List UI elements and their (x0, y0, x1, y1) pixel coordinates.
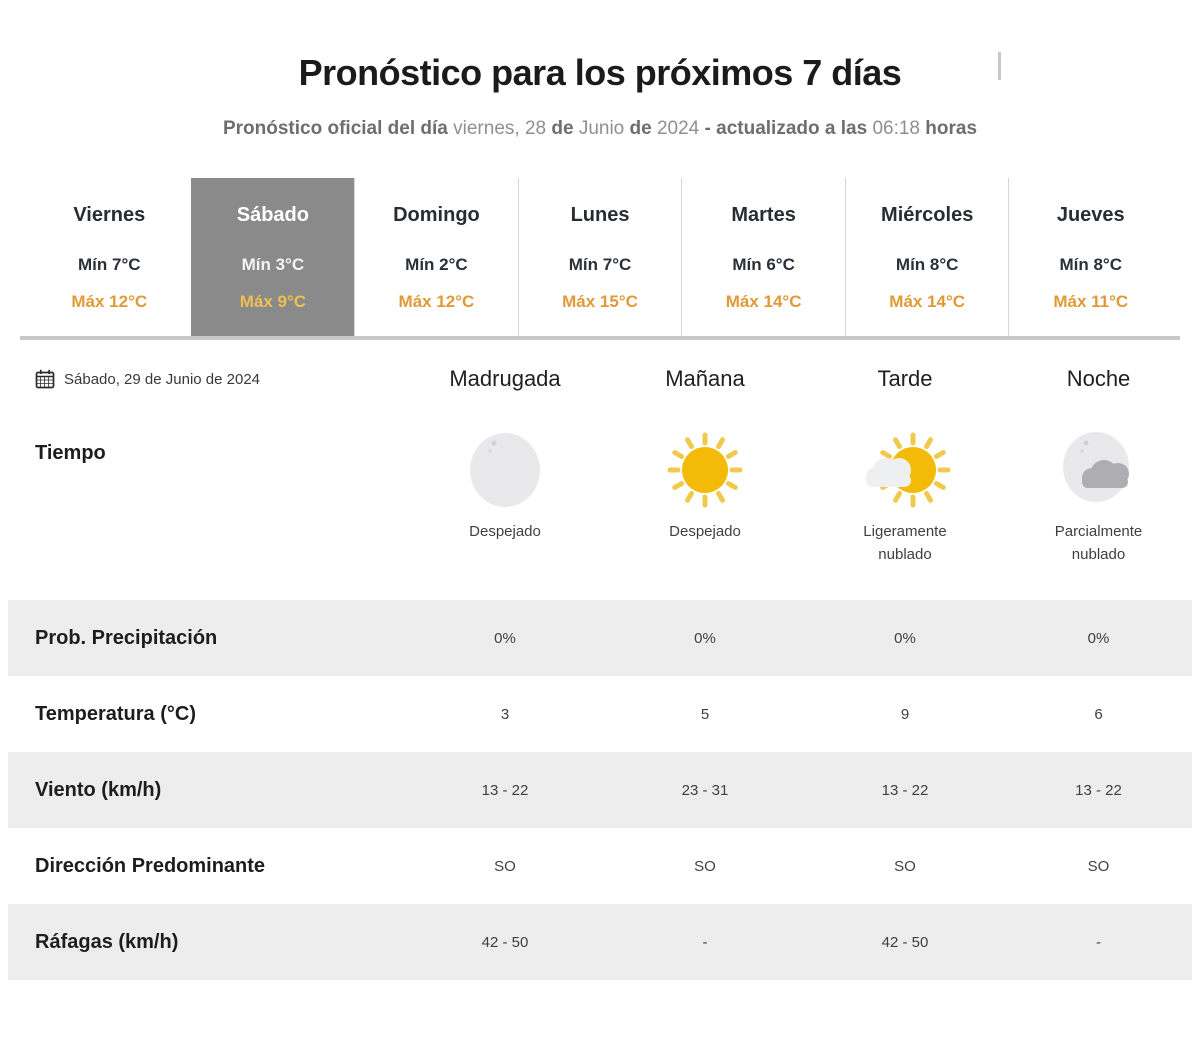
day-tab-miercoles[interactable]: Miércoles Mín 8°C Máx 14°C (844, 178, 1009, 336)
cell-value: 0% (694, 629, 716, 647)
selected-date: Sábado, 29 de Junio de 2024 (8, 369, 405, 389)
subtitle-segment: de (551, 118, 579, 139)
cell-value: 6 (1094, 705, 1103, 723)
row-label: Viento (km/h) (35, 778, 162, 801)
day-name: Sábado (236, 204, 309, 226)
day-min-temp: Mín 2°C (405, 255, 468, 274)
sun-cloud-icon (866, 432, 951, 508)
cell-value: 0% (494, 629, 516, 647)
cell-value: 13 - 22 (881, 781, 929, 799)
subtitle-segment: de (629, 118, 657, 139)
weather-cell-manana: Despejado (605, 404, 805, 543)
cell-value: 42 - 50 (881, 933, 929, 951)
table-row-rafagas: Ráfagas (km/h) 42 - 50 - 42 - 50 - (8, 904, 1192, 980)
table-row-viento: Viento (km/h) 13 - 22 23 - 31 13 - 22 13… (8, 752, 1192, 828)
weather-caption: Despejado (469, 523, 541, 540)
column-header-tarde: Tarde (877, 366, 933, 391)
moon-cloud-icon (1062, 432, 1129, 502)
day-tab-bar: Viernes Mín 7°C Máx 12°C Sábado Mín 3°C … (28, 178, 1172, 336)
day-tab-domingo[interactable]: Domingo Mín 2°C Máx 12°C (354, 178, 518, 336)
cell-value: - (702, 933, 708, 951)
day-max-temp: Máx 11°C (1053, 292, 1129, 311)
cell-value: 0% (1087, 629, 1110, 647)
weather-caption: Parcialmente nublado (1054, 523, 1143, 564)
subtitle-segment: Pronóstico oficial del día (222, 118, 454, 139)
cell-value: SO (694, 857, 716, 875)
day-tab-lunes[interactable]: Lunes Mín 7°C Máx 15°C (517, 178, 682, 336)
page-title: Pronóstico para los próximos 7 días (298, 52, 902, 93)
cell-value: SO (494, 857, 516, 875)
table-row-direccion: Dirección Predominante SO SO SO SO (8, 828, 1192, 904)
calendar-icon (35, 369, 55, 389)
cell-value: 3 (500, 705, 510, 723)
day-tab-jueves[interactable]: Jueves Mín 8°C Máx 11°C (1008, 178, 1172, 336)
cell-value: SO (894, 857, 916, 875)
column-header-noche: Noche (1066, 366, 1131, 391)
column-header-madrugada: Madrugada (449, 366, 561, 391)
day-max-temp: Máx 15°C (562, 292, 638, 311)
weather-cell-tarde: Ligeramente nublado (805, 404, 1005, 567)
table-row-precipitacion: Prob. Precipitación 0% 0% 0% 0% (8, 600, 1192, 676)
selected-date-label: Sábado, 29 de Junio de 2024 (64, 370, 261, 388)
day-max-temp: Máx 9°C (239, 292, 307, 311)
cell-value: 23 - 31 (681, 781, 729, 799)
row-label: Dirección Predominante (35, 854, 266, 877)
weather-cell-noche: Parcialmente nublado (1005, 404, 1192, 567)
cell-value: SO (1087, 857, 1110, 875)
subtitle-segment: - actualizado a las (704, 118, 873, 139)
column-header-manana: Mañana (665, 366, 745, 391)
day-name: Viernes (73, 204, 146, 226)
top-divider-tick (998, 52, 1001, 80)
weather-cell-madrugada: Despejado (405, 404, 605, 543)
day-tab-viernes[interactable]: Viernes Mín 7°C Máx 12°C (28, 178, 191, 336)
cell-value: 42 - 50 (481, 933, 529, 951)
cell-value: 13 - 22 (481, 781, 529, 799)
day-min-temp: Mín 8°C (1059, 255, 1123, 274)
cell-value: - (1096, 933, 1101, 951)
day-min-temp: Mín 6°C (732, 255, 795, 274)
day-name: Domingo (393, 204, 480, 226)
subtitle-segment: horas (925, 118, 978, 139)
cell-value: 5 (700, 705, 710, 723)
day-tab-sabado-selected[interactable]: Sábado Mín 3°C Máx 9°C (190, 178, 355, 336)
subtitle-segment: viernes, 28 (453, 118, 552, 139)
detail-header-row: Sábado, 29 de Junio de 2024 Madrugada Ma… (8, 354, 1192, 404)
moon-icon (470, 433, 540, 507)
day-max-temp: Máx 12°C (71, 292, 148, 311)
forecast-subtitle: Pronóstico oficial del día viernes, 28 d… (0, 118, 1200, 140)
day-tab-martes[interactable]: Martes Mín 6°C Máx 14°C (681, 178, 845, 336)
day-max-temp: Máx 14°C (725, 292, 802, 311)
row-label: Ráfagas (km/h) (35, 930, 179, 953)
day-name: Martes (731, 204, 796, 226)
day-min-temp: Mín 3°C (241, 255, 305, 274)
day-max-temp: Máx 12°C (398, 292, 475, 311)
cell-value: 0% (894, 629, 916, 647)
day-name: Lunes (570, 204, 630, 226)
day-min-temp: Mín 7°C (568, 255, 632, 274)
subtitle-segment: 2024 (656, 118, 705, 139)
row-label: Prob. Precipitación (35, 626, 218, 649)
weather-row: Tiempo Despejado Despejado (8, 404, 1192, 600)
table-row-temperatura: Temperatura (°C) 3 5 9 6 (8, 676, 1192, 752)
day-min-temp: Mín 8°C (895, 255, 959, 274)
day-name: Miércoles (881, 204, 974, 226)
day-name: Jueves (1056, 204, 1125, 226)
day-min-temp: Mín 7°C (78, 255, 141, 274)
subtitle-segment: 06:18 (872, 118, 926, 139)
weather-caption: Ligeramente nublado (863, 523, 947, 564)
day-max-temp: Máx 14°C (889, 292, 966, 311)
weather-caption: Despejado (669, 523, 741, 540)
row-label-tiempo: Tiempo (35, 442, 106, 464)
sun-icon (667, 432, 743, 508)
subtitle-segment: Junio (578, 118, 630, 139)
cell-value: 13 - 22 (1075, 781, 1122, 799)
cell-value: 9 (900, 705, 910, 723)
tabs-bottom-divider (20, 336, 1180, 340)
row-label: Temperatura (°C) (35, 702, 196, 725)
